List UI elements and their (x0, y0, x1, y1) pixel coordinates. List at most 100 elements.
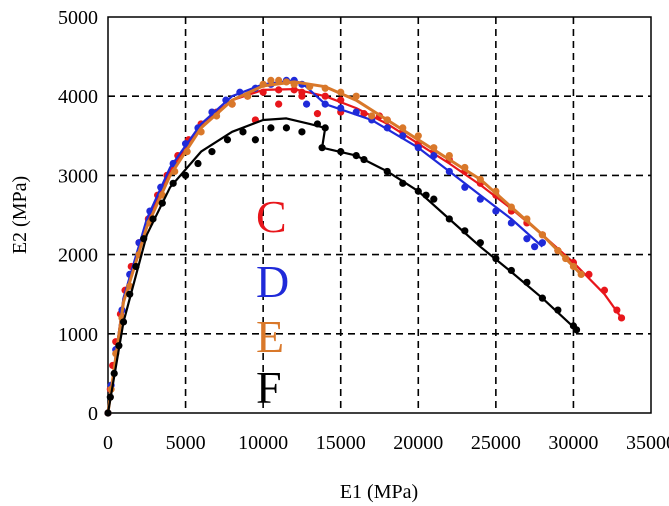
x-tick-label: 0 (103, 432, 113, 454)
data-point-E (228, 100, 236, 108)
x-tick-label: 10000 (238, 432, 288, 454)
data-point-D (523, 235, 531, 243)
data-point-D (531, 243, 539, 251)
data-point-F (399, 179, 407, 187)
data-point-E (197, 128, 205, 136)
data-point-D (538, 239, 547, 247)
plot-area (107, 16, 652, 414)
data-point-E (321, 84, 329, 92)
data-point-F (337, 148, 345, 156)
data-point-F (430, 195, 438, 203)
data-point-F (422, 191, 430, 199)
data-point-C (321, 92, 329, 100)
data-point-F (115, 342, 123, 350)
data-point-F (169, 179, 177, 187)
data-point-E (267, 76, 275, 84)
data-point-F (106, 393, 114, 401)
data-point-C (290, 86, 298, 94)
data-point-F (267, 124, 275, 132)
data-point-E (562, 254, 570, 263)
data-point-C (259, 88, 267, 96)
legend-entry-D: D (256, 256, 289, 307)
legend-entry-C: C (256, 191, 287, 242)
data-point-D (476, 195, 484, 203)
data-point-E (275, 76, 283, 84)
data-point-D (352, 108, 360, 116)
data-point-E (290, 80, 298, 88)
data-point-F (181, 171, 190, 179)
data-point-F (507, 266, 515, 275)
data-point-E (213, 112, 221, 120)
data-point-D (337, 104, 345, 112)
data-point-D (507, 219, 515, 227)
data-point-F (282, 124, 291, 132)
y-tick-label: 4000 (58, 86, 98, 108)
data-point-D (302, 100, 311, 108)
data-point-F (554, 306, 562, 314)
data-point-F (126, 290, 134, 298)
data-point-E (158, 191, 166, 199)
y-tick-label: 1000 (58, 324, 98, 346)
data-point-F (360, 155, 368, 164)
data-point-F (572, 326, 581, 334)
data-point-E (306, 83, 314, 91)
data-point-E (538, 231, 547, 239)
data-point-E (259, 80, 267, 88)
series-layer (104, 76, 626, 417)
data-point-F (461, 227, 469, 235)
data-point-C (617, 314, 626, 322)
x-tick-label: 20000 (393, 432, 443, 454)
data-point-E (383, 116, 391, 124)
data-point-F (140, 235, 148, 243)
data-point-C (360, 110, 368, 118)
data-point-E (445, 152, 453, 160)
data-point-F (208, 148, 216, 156)
data-point-E (492, 187, 500, 195)
data-point-E (476, 175, 484, 183)
data-point-F (492, 254, 500, 263)
data-point-E (569, 262, 578, 271)
x-tick-label: 5000 (166, 432, 206, 454)
data-point-F (445, 215, 453, 223)
data-point-E (399, 124, 407, 132)
data-point-C (313, 110, 322, 118)
data-point-F (538, 294, 547, 302)
data-point-D (492, 207, 500, 215)
data-point-D (181, 140, 190, 148)
data-point-D (445, 167, 453, 176)
data-point-F (318, 144, 326, 152)
data-point-F (149, 215, 157, 223)
data-point-E (352, 92, 360, 100)
data-point-C (613, 306, 621, 314)
y-tick-label: 2000 (58, 245, 98, 267)
data-point-F (119, 318, 128, 326)
x-tick-label: 15000 (316, 432, 366, 454)
data-point-F (414, 187, 422, 195)
data-point-E (430, 144, 438, 152)
data-point-E (414, 132, 422, 140)
data-point-F (523, 278, 531, 286)
data-point-F (298, 128, 306, 136)
y-tick-label: 3000 (58, 165, 98, 187)
legend-entry-F: F (256, 362, 282, 413)
data-point-D (399, 132, 407, 140)
data-point-E (183, 148, 191, 156)
data-point-F (194, 159, 202, 168)
y-tick-label: 0 (88, 403, 98, 425)
y-axis-label: E2 (MPa) (9, 176, 31, 254)
data-point-C (275, 100, 283, 108)
data-point-E (171, 167, 179, 176)
data-point-F (239, 128, 247, 136)
data-point-E (577, 270, 585, 278)
legend-entry-E: E (256, 311, 284, 362)
x-tick-label: 30000 (548, 432, 598, 454)
data-point-F (158, 199, 166, 207)
data-point-F (223, 136, 232, 144)
x-axis-label: E1 (MPa) (340, 481, 418, 503)
data-point-E (368, 112, 376, 120)
data-point-D (383, 124, 391, 132)
x-tick-label: 25000 (471, 432, 521, 454)
